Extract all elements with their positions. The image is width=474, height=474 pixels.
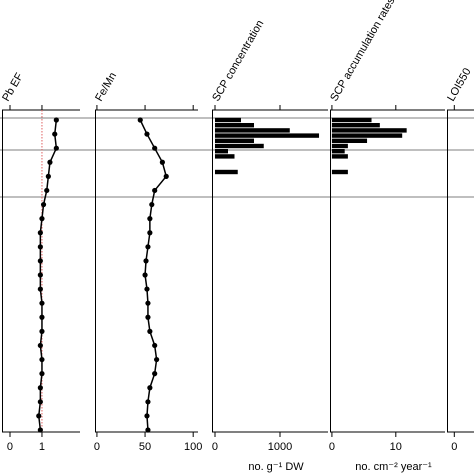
bar (214, 149, 228, 154)
data-point (145, 399, 151, 405)
data-point (37, 272, 43, 278)
x-tick-label: 50 (139, 441, 151, 453)
data-point (147, 328, 153, 334)
panel-title: SCP accumulation rates (328, 0, 398, 104)
x-tick-label: 0 (451, 441, 457, 453)
x-tick-label: 10 (390, 441, 402, 453)
data-point (36, 413, 42, 419)
data-point (144, 131, 150, 137)
data-point (144, 413, 150, 419)
data-point (144, 286, 150, 292)
data-point (39, 314, 45, 320)
data-point (37, 230, 43, 236)
x-tick-label: 0 (94, 441, 100, 453)
data-point (39, 216, 45, 222)
panel-title: SCP concentration (210, 18, 266, 103)
x-tick-label: 0 (329, 441, 335, 453)
data-point (137, 117, 143, 123)
bar (214, 123, 255, 128)
x-tick-label: 0 (212, 441, 218, 453)
data-point (39, 371, 45, 377)
data-point (145, 427, 151, 433)
data-point (152, 187, 158, 194)
data-point (147, 230, 153, 236)
data-point (37, 244, 43, 250)
x-tick-label: 1000 (268, 441, 292, 453)
bar (214, 138, 255, 143)
bar (331, 133, 403, 138)
bar (214, 154, 235, 159)
data-point (52, 131, 58, 137)
bar (331, 169, 348, 175)
data-point (152, 145, 158, 151)
data-point (145, 244, 151, 250)
data-point (149, 201, 155, 208)
data-point (53, 117, 59, 123)
x-tick-label: 0 (7, 441, 13, 453)
data-point (37, 286, 43, 292)
data-point (37, 385, 43, 391)
bar (331, 123, 380, 128)
data-point (37, 399, 43, 405)
data-point (152, 371, 158, 377)
x-tick-label: 100 (184, 441, 202, 453)
data-point (145, 314, 151, 320)
data-point (154, 356, 160, 363)
data-point (37, 427, 43, 433)
panel-title: Pb EF (0, 71, 26, 104)
bar (331, 154, 348, 159)
bar (331, 138, 368, 143)
data-point (152, 342, 158, 349)
data-point (37, 342, 43, 349)
data-point (147, 385, 153, 391)
bar (214, 143, 264, 149)
bar (331, 143, 348, 149)
data-point (147, 216, 153, 222)
data-point (142, 272, 148, 278)
panel-title: LOI550 (445, 66, 473, 103)
x-tick-label: 1 (39, 441, 45, 453)
bar (214, 169, 238, 175)
x-axis-label: no. g⁻¹ DW (248, 461, 304, 473)
bar (214, 133, 320, 138)
bar (331, 128, 407, 133)
bar (331, 149, 345, 154)
data-point (40, 201, 47, 208)
data-point (159, 159, 165, 165)
bar (331, 117, 372, 123)
data-point (44, 187, 50, 194)
data-point (47, 159, 53, 165)
data-point (39, 300, 45, 306)
bar (214, 117, 241, 123)
data-point (145, 300, 151, 306)
data-point (39, 328, 45, 334)
data-point (143, 258, 149, 264)
bar (214, 128, 290, 133)
data-point (53, 145, 59, 151)
data-point (45, 173, 51, 179)
data-point (163, 173, 169, 179)
x-axis-label: no. cm⁻² year⁻¹ (355, 461, 432, 473)
data-point (37, 258, 43, 264)
data-point (39, 356, 45, 363)
panel-title: Fe/Mn (93, 70, 119, 103)
